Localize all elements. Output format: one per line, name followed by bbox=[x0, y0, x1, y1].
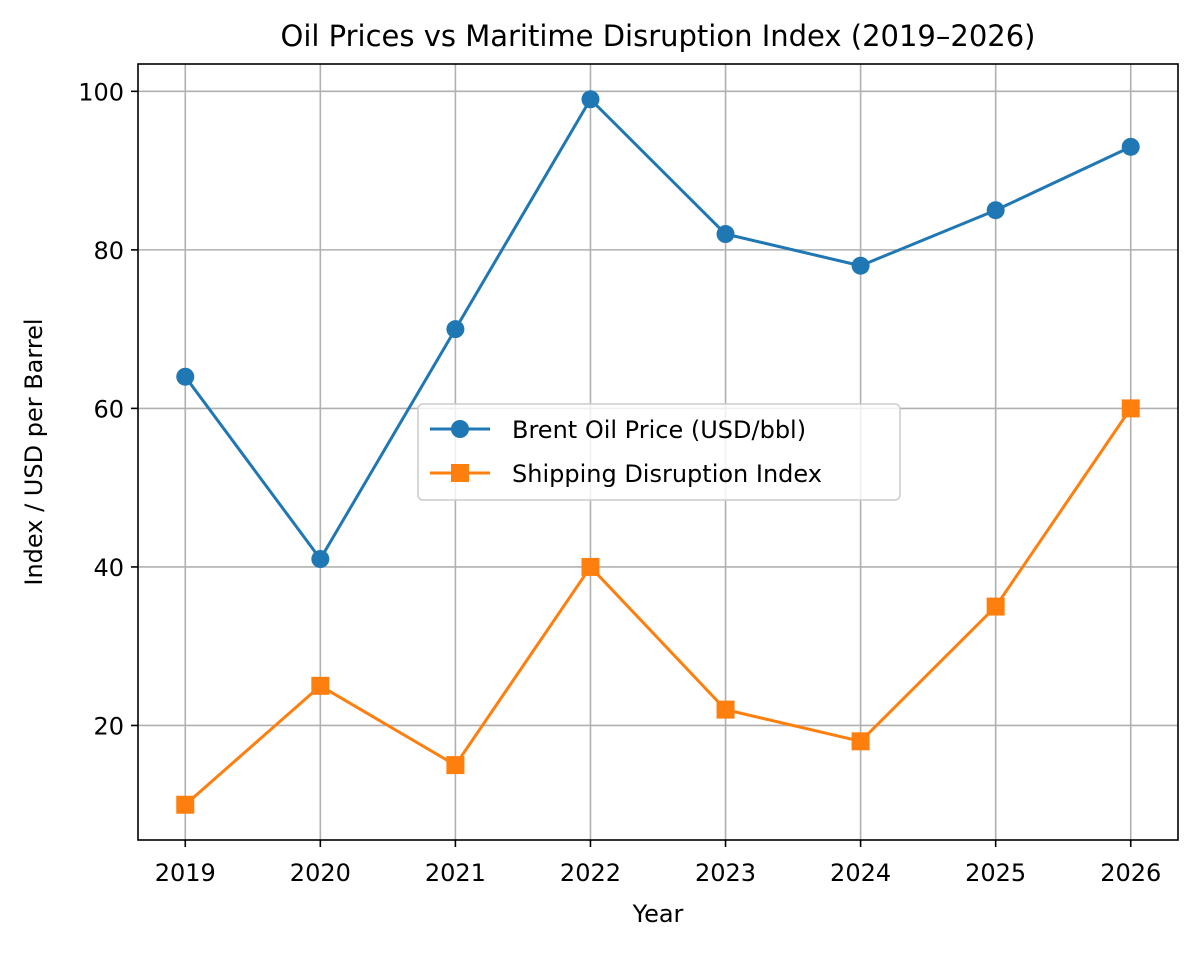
series-line-0 bbox=[184, 97, 1132, 561]
y-tick-label: 60 bbox=[93, 395, 124, 423]
data-point-circle bbox=[1121, 137, 1140, 156]
plot-area-frame bbox=[137, 63, 1179, 841]
legend-box bbox=[417, 403, 901, 501]
data-point-square bbox=[311, 676, 330, 695]
series-layer bbox=[176, 90, 1140, 814]
data-point-circle bbox=[176, 367, 195, 386]
legend-label-shipping: Shipping Disruption Index bbox=[512, 460, 822, 488]
axis-ticks: 2019 2020 2021 2022 2023 2024 2025 2026 20 40 60 80… bbox=[78, 78, 1161, 887]
x-tick-label: 2025 bbox=[965, 859, 1026, 887]
data-point-circle bbox=[986, 201, 1005, 220]
x-tick-label: 2022 bbox=[560, 859, 621, 887]
data-point-circle bbox=[311, 550, 330, 569]
data-point-square bbox=[851, 732, 870, 751]
x-tick-label: 2020 bbox=[290, 859, 351, 887]
x-tick-label: 2021 bbox=[425, 859, 486, 887]
x-tick-label: 2023 bbox=[695, 859, 756, 887]
y-axis-label: Index / USD per Barrel bbox=[20, 318, 48, 585]
y-tick-label: 40 bbox=[93, 554, 124, 582]
y-tick-label: 20 bbox=[93, 712, 124, 740]
x-axis-label: Year bbox=[632, 900, 684, 928]
data-point-circle bbox=[716, 225, 735, 244]
y-tick-label: 80 bbox=[93, 237, 124, 265]
data-point-circle bbox=[851, 256, 870, 275]
chart-title: Oil Prices vs Maritime Disruption Index … bbox=[281, 19, 1036, 53]
legend-marker-brent bbox=[451, 420, 469, 438]
data-point-square bbox=[1121, 399, 1140, 418]
data-point-square bbox=[581, 557, 600, 576]
data-point-square bbox=[986, 597, 1005, 616]
legend: Brent Oil Price (USD/bbl) Shipping Disru… bbox=[417, 403, 901, 501]
y-tick-label: 100 bbox=[78, 78, 124, 106]
x-tick-label: 2019 bbox=[155, 859, 216, 887]
data-point-circle bbox=[446, 320, 465, 339]
series-line-1 bbox=[184, 407, 1132, 806]
legend-label-brent: Brent Oil Price (USD/bbl) bbox=[512, 416, 806, 444]
x-tick-label: 2026 bbox=[1100, 859, 1161, 887]
legend-marker-shipping bbox=[451, 464, 469, 482]
data-point-square bbox=[446, 756, 465, 775]
data-point-circle bbox=[581, 90, 600, 109]
x-tick-label: 2024 bbox=[830, 859, 891, 887]
data-point-square bbox=[176, 795, 195, 814]
data-point-square bbox=[716, 700, 735, 719]
